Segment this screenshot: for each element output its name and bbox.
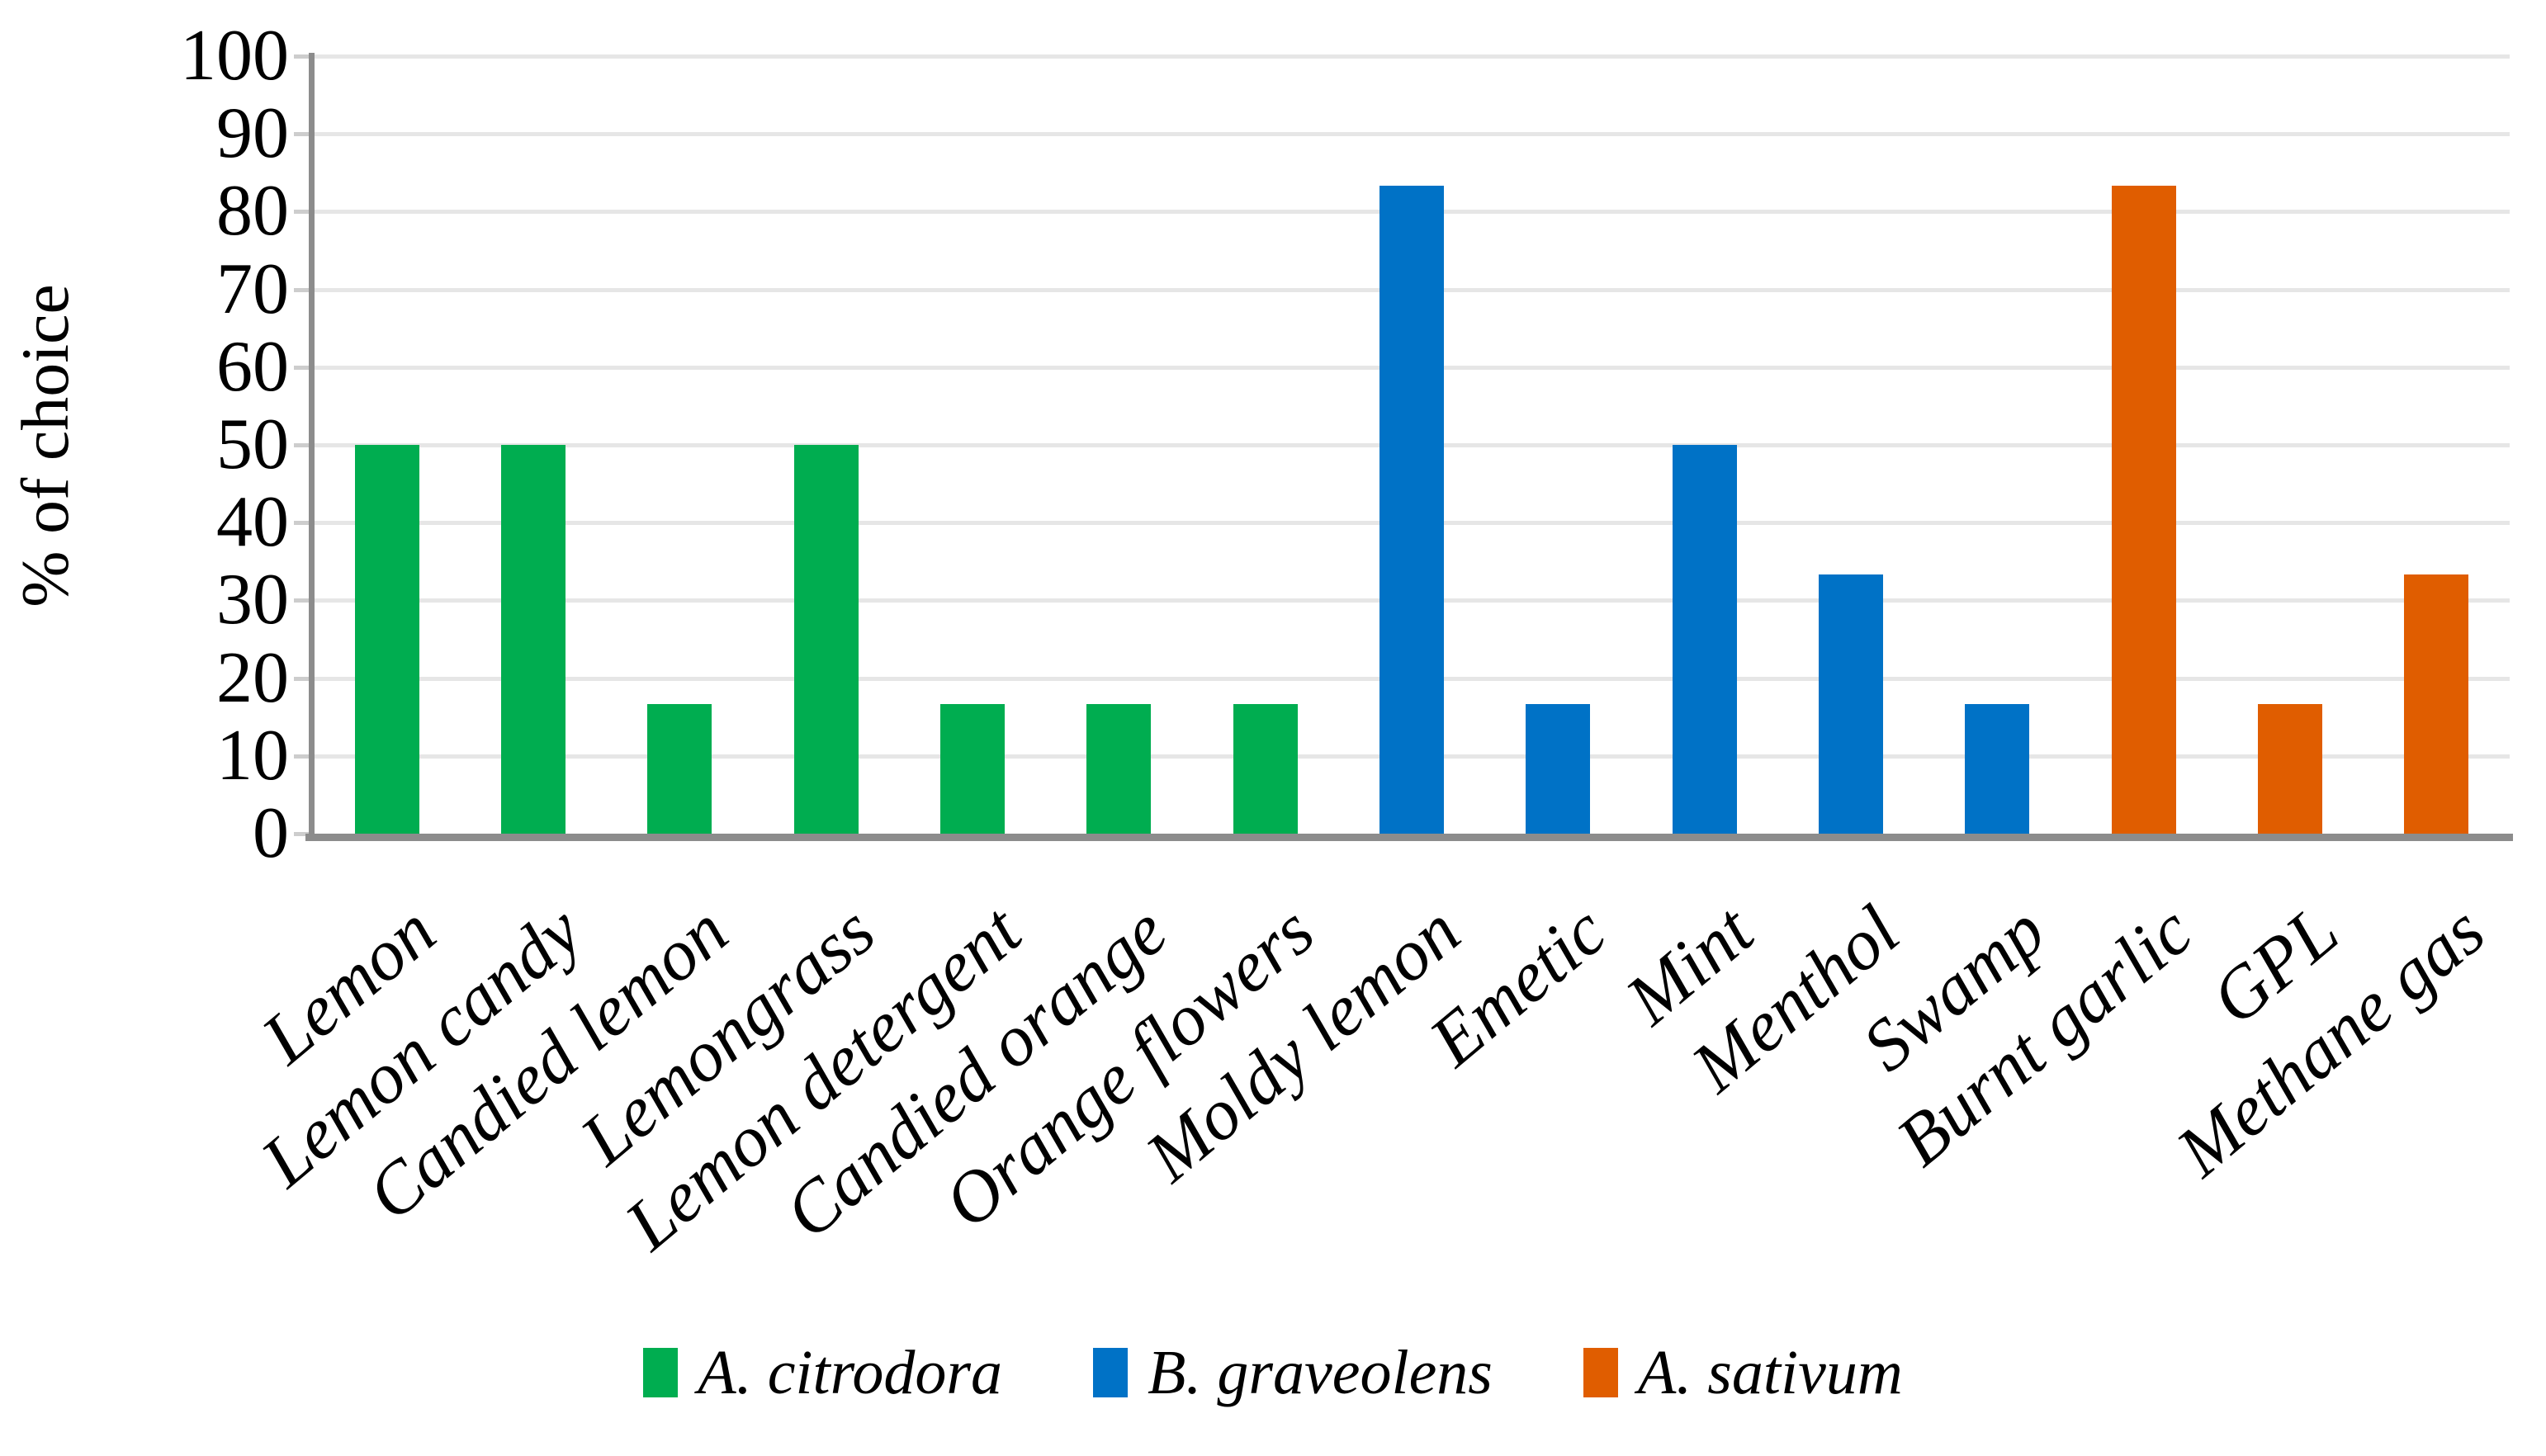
bar-mint <box>1672 445 1737 834</box>
legend-swatch-a-citrodora <box>643 1348 679 1397</box>
y-tick-mark-10 <box>294 754 312 759</box>
legend: A. citrodora B. graveolens A. sativum <box>0 1335 2546 1410</box>
y-tick-mark-0 <box>294 832 312 836</box>
bar-gpl <box>2258 703 2322 834</box>
legend-item-b-graveolens: B. graveolens <box>1092 1337 1493 1409</box>
y-tick-mark-20 <box>294 676 312 681</box>
y-tick-mark-30 <box>294 598 312 603</box>
bar-swamp <box>1965 703 2030 834</box>
bar-lemongrass <box>793 445 859 834</box>
y-tick-label-40: 40 <box>216 482 289 563</box>
legend-swatch-b-graveolens <box>1092 1348 1128 1397</box>
legend-swatch-a-sativum <box>1583 1348 1618 1397</box>
legend-label-b-graveolens: B. graveolens <box>1147 1337 1493 1407</box>
y-axis-title: % of choice <box>7 284 83 607</box>
y-tick-mark-80 <box>294 210 312 215</box>
y-tick-mark-50 <box>294 443 312 447</box>
y-tick-label-60: 60 <box>216 326 289 407</box>
y-tick-label-0: 0 <box>253 793 289 873</box>
bar-lemon <box>354 445 419 834</box>
y-tick-label-50: 50 <box>216 404 289 485</box>
gridline-90 <box>314 132 2510 137</box>
legend-label-a-citrodora: A. citrodora <box>698 1337 1002 1407</box>
y-tick-mark-100 <box>294 54 312 59</box>
x-axis-line <box>305 834 2513 841</box>
legend-item-a-sativum: A. sativum <box>1583 1337 1903 1409</box>
bar-orange-flowers <box>1233 703 1298 834</box>
y-tick-mark-60 <box>294 365 312 370</box>
bar-candied-lemon <box>647 703 712 834</box>
y-tick-mark-90 <box>294 132 312 137</box>
bar-moldy-lemon <box>1379 186 1444 834</box>
y-tick-label-70: 70 <box>216 248 289 329</box>
y-tick-label-100: 100 <box>180 16 289 96</box>
y-axis-line <box>309 53 315 839</box>
y-tick-label-80: 80 <box>216 171 289 252</box>
bar-lemon-detergent <box>940 703 1005 834</box>
y-tick-mark-70 <box>294 287 312 292</box>
bar-emetic <box>1526 703 1591 834</box>
y-tick-label-90: 90 <box>216 93 289 174</box>
y-tick-label-20: 20 <box>216 637 289 718</box>
bar-menthol <box>1819 574 1883 834</box>
bar-candied-orange <box>1086 703 1152 834</box>
y-tick-label-10: 10 <box>216 715 289 796</box>
legend-label-a-sativum: A. sativum <box>1637 1337 1903 1407</box>
bar-burnt-garlic <box>2111 186 2176 834</box>
gridline-100 <box>314 54 2510 59</box>
bar-methane-gas <box>2404 574 2469 834</box>
y-tick-mark-40 <box>294 521 312 526</box>
y-tick-label-30: 30 <box>216 560 289 641</box>
legend-item-a-citrodora: A. citrodora <box>643 1337 1002 1409</box>
bar-lemon-candy <box>501 445 566 834</box>
